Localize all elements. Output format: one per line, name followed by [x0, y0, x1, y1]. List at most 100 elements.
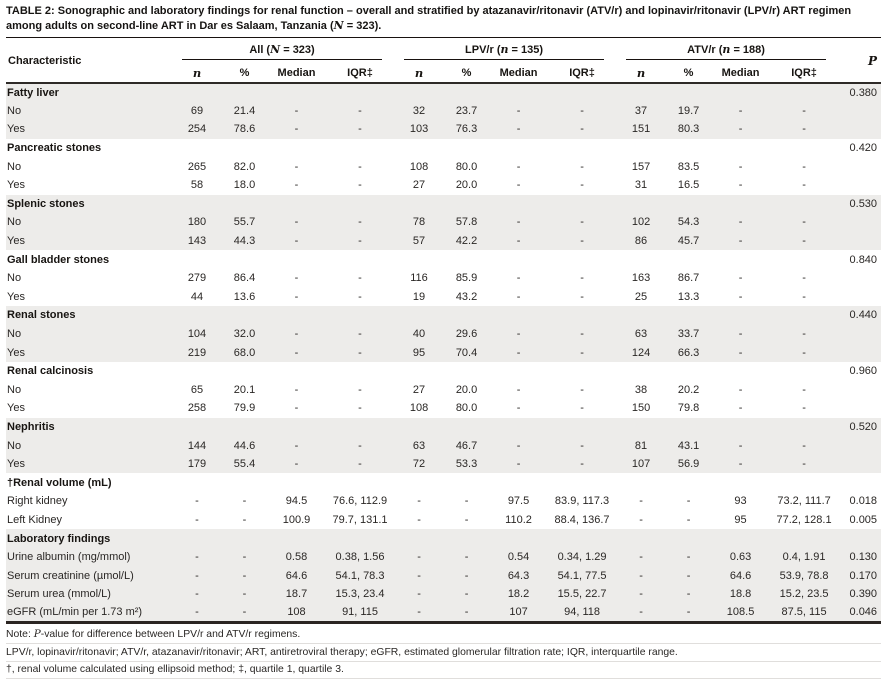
row-label: Yes: [7, 235, 25, 248]
value-cell: 68.0: [233, 346, 256, 359]
value-cell: 56.9: [677, 458, 700, 471]
value-cell: -: [358, 123, 362, 136]
note-text: †, renal volume calculated using ellipso…: [6, 664, 344, 676]
row-label: Serum creatinine (µmol/L): [7, 569, 134, 582]
note-p-var: P: [33, 628, 41, 641]
value-cell: [546, 473, 618, 492]
row-label: Right kidney: [7, 495, 68, 508]
value-cell: 27: [412, 383, 426, 396]
value-cell: -: [738, 328, 743, 341]
value-cell: 110.2: [505, 513, 532, 526]
caption-n-var: N: [333, 18, 344, 32]
value-cell: 80.0: [455, 160, 478, 173]
p-value-cell: 0.420: [849, 142, 878, 155]
table-caption-text: Sonographic and laboratory findings for …: [6, 5, 852, 32]
value-cell: -: [802, 458, 806, 471]
p-value-cell: [840, 455, 881, 474]
table-caption-label: TABLE 2:: [6, 5, 55, 17]
value-cell: [269, 473, 324, 492]
value-cell: -: [802, 235, 806, 248]
value-cell: 86.4: [233, 272, 256, 285]
value-cell: [442, 529, 491, 548]
value-cell: 69: [190, 104, 204, 117]
note-text: -value for difference between LPV/r and …: [40, 629, 301, 641]
value-cell: [442, 195, 491, 214]
value-cell: -: [516, 104, 521, 117]
value-cell: 15.5, 22.7: [557, 588, 607, 601]
value-cell: 86.7: [677, 272, 700, 285]
value-cell: [618, 362, 664, 381]
value-cell: 18.0: [233, 179, 256, 192]
value-cell: -: [358, 439, 362, 452]
value-cell: -: [639, 569, 643, 582]
subheader-iqr: IQR‡: [347, 66, 373, 79]
value-cell: 53.3: [455, 458, 478, 471]
value-cell: -: [358, 328, 362, 341]
section-row: Renal stones 0.440: [6, 306, 882, 325]
group-lpvr-var: n: [500, 43, 509, 56]
value-cell: -: [580, 346, 584, 359]
value-cell: [174, 418, 220, 437]
value-cell: [396, 473, 442, 492]
value-cell: [174, 529, 220, 548]
value-cell: 66.3: [677, 346, 700, 359]
value-cell: 55.7: [233, 216, 256, 229]
value-cell: -: [686, 551, 691, 564]
value-cell: 80.3: [677, 123, 700, 136]
value-cell: 179: [187, 458, 207, 471]
value-cell: -: [580, 290, 584, 303]
row-label: No: [7, 272, 22, 285]
row-label: Yes: [7, 179, 25, 192]
group-lpvr-pre: LPV/r (: [465, 44, 501, 56]
value-cell: -: [195, 606, 199, 619]
value-cell: [546, 83, 618, 102]
row-label: Fatty liver: [7, 86, 59, 99]
value-cell: [220, 529, 269, 548]
value-cell: [442, 250, 491, 269]
value-cell: -: [686, 513, 691, 526]
p-value-cell: 0.520: [849, 420, 878, 433]
table-row: Yes 44 13.6 - - 19 43.2 - - 25 13.3 - -: [6, 288, 881, 307]
subheader-row: n % Median IQR‡ n % Median IQR‡ n % Medi…: [6, 63, 881, 83]
group-header-atvr: ATV/r (n = 188): [618, 38, 840, 64]
value-cell: -: [802, 346, 806, 359]
value-cell: -: [802, 123, 806, 136]
value-cell: 180: [187, 216, 207, 229]
value-cell: -: [294, 439, 299, 452]
value-cell: [442, 418, 491, 437]
value-cell: [546, 418, 618, 437]
value-cell: 76.6, 112.9: [332, 495, 388, 508]
value-cell: 15.3, 23.4: [335, 588, 385, 601]
value-cell: -: [294, 160, 299, 173]
row-label: eGFR (mL/min per 1.73 m²): [7, 606, 143, 619]
value-cell: 31: [634, 179, 648, 192]
value-cell: 33.7: [677, 328, 700, 341]
value-cell: [664, 529, 713, 548]
value-cell: 95: [412, 346, 426, 359]
p-value-cell: 0.130: [849, 551, 878, 564]
value-cell: 76.3: [455, 123, 478, 136]
value-cell: 70.4: [455, 346, 478, 359]
value-cell: -: [417, 551, 421, 564]
value-cell: -: [242, 606, 247, 619]
value-cell: -: [738, 160, 743, 173]
value-cell: -: [358, 104, 362, 117]
value-cell: -: [639, 495, 643, 508]
value-cell: -: [639, 588, 643, 601]
p-value-cell: [840, 436, 881, 455]
group-header-lpvr: LPV/r (n = 135): [396, 38, 618, 64]
value-cell: -: [802, 290, 806, 303]
value-cell: 91, 115: [342, 606, 378, 619]
value-cell: 0.54: [507, 551, 530, 564]
value-cell: 78.6: [233, 123, 256, 136]
value-cell: 108: [287, 606, 306, 619]
value-cell: 37: [634, 104, 648, 117]
value-cell: -: [358, 383, 362, 396]
p-value-cell: 0.840: [849, 253, 878, 266]
value-cell: -: [802, 104, 806, 117]
subheader-n: n: [192, 65, 202, 80]
row-label: No: [7, 328, 22, 341]
value-cell: [324, 195, 396, 214]
value-cell: -: [358, 235, 362, 248]
value-cell: [220, 362, 269, 381]
